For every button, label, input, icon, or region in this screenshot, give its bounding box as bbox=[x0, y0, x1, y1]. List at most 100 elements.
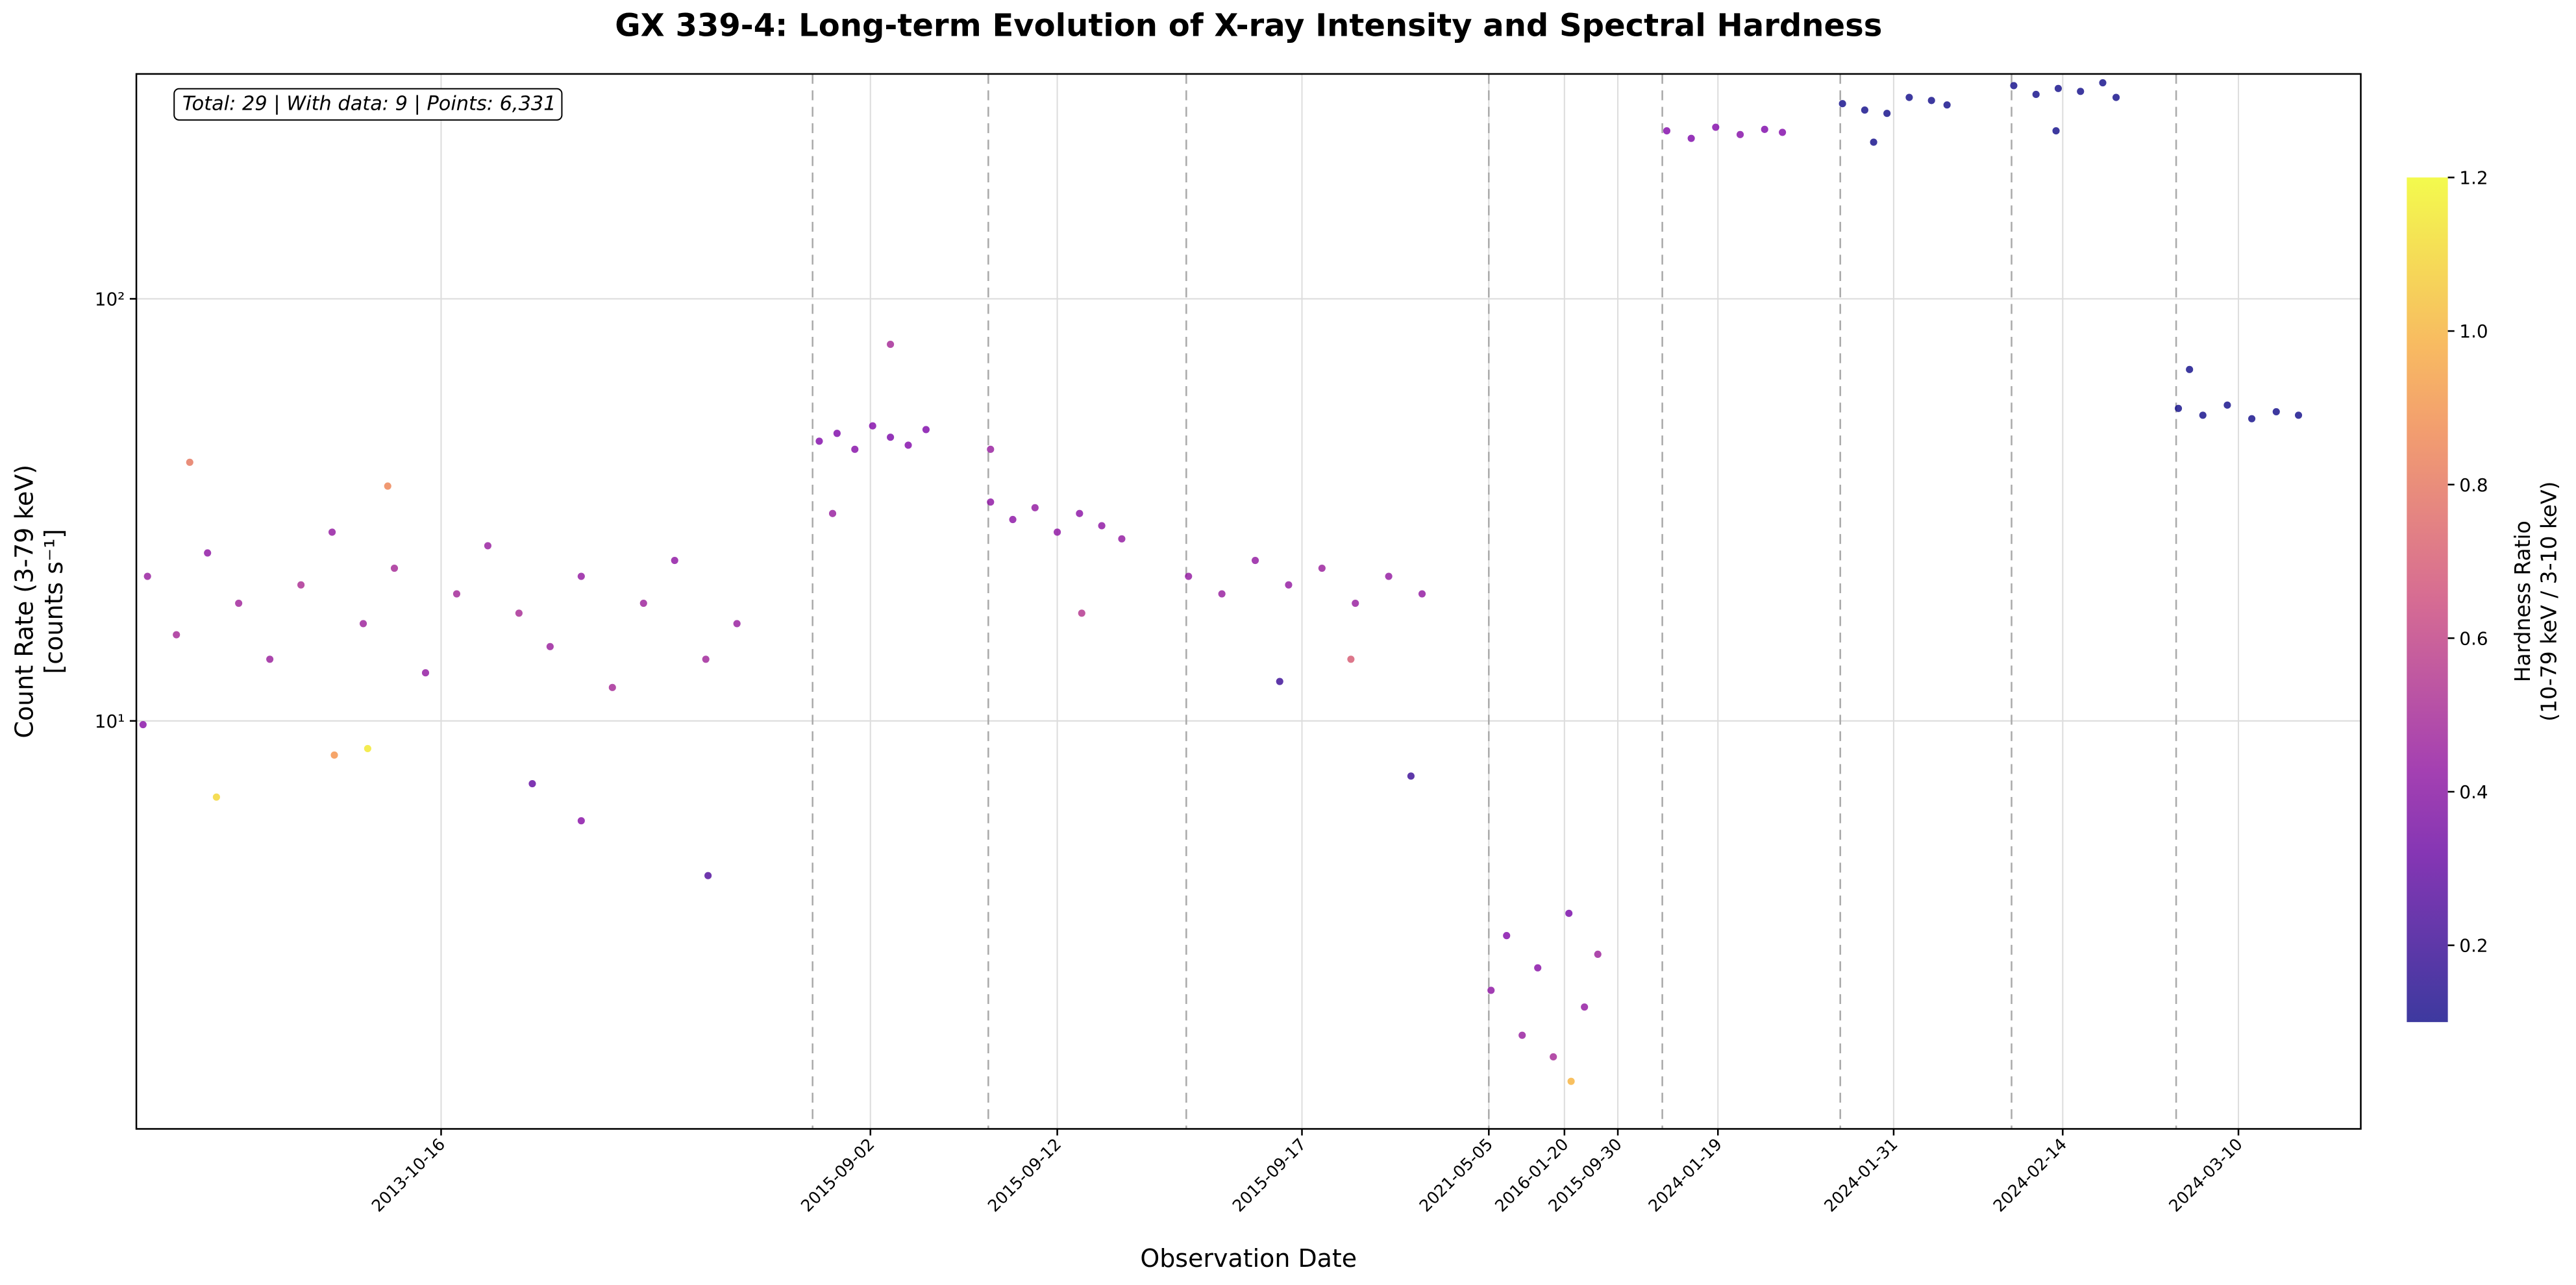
data-point bbox=[671, 556, 678, 565]
data-point bbox=[639, 599, 647, 607]
colorbar-tick-label: 0.4 bbox=[2459, 781, 2488, 803]
data-point bbox=[922, 426, 930, 434]
data-point bbox=[2174, 404, 2183, 412]
data-point bbox=[1118, 535, 1126, 543]
data-point bbox=[2186, 365, 2194, 373]
annotation-box bbox=[173, 88, 563, 121]
data-point bbox=[212, 793, 220, 801]
data-point bbox=[139, 720, 147, 729]
colorbar-label-line: Hardness Ratio bbox=[2510, 520, 2535, 682]
data-point bbox=[1779, 128, 1787, 136]
data-point bbox=[1031, 504, 1039, 511]
data-point bbox=[1839, 100, 1846, 108]
data-point bbox=[2054, 84, 2062, 92]
data-point bbox=[1285, 581, 1293, 589]
colorbar-label-line: (10-79 keV / 3-10 keV) bbox=[2536, 482, 2562, 722]
data-point bbox=[608, 683, 616, 691]
colorbar-tick-label: 0.8 bbox=[2459, 474, 2488, 496]
data-point bbox=[2010, 82, 2018, 90]
colorbar-tick-label: 1.0 bbox=[2459, 321, 2488, 342]
data-point bbox=[1218, 590, 1226, 598]
data-point bbox=[704, 872, 712, 879]
data-point bbox=[2248, 415, 2256, 422]
data-point bbox=[833, 430, 841, 437]
data-point bbox=[364, 744, 371, 752]
data-point bbox=[1487, 986, 1495, 994]
y-axis-label-line: [counts s⁻¹] bbox=[40, 529, 68, 674]
data-point bbox=[1503, 932, 1511, 940]
data-point bbox=[1251, 556, 1259, 565]
data-point bbox=[1870, 138, 1877, 146]
colorbar bbox=[2407, 177, 2448, 1022]
data-point bbox=[828, 509, 837, 517]
y-axis-label-line: Count Rate (3-79 keV) bbox=[10, 465, 39, 739]
data-point bbox=[733, 620, 741, 628]
data-point bbox=[421, 669, 430, 677]
data-point bbox=[904, 441, 912, 449]
annotation: Total: 29 | With data: 9 | Points: 6,331 bbox=[182, 93, 556, 116]
colorbar-label: Hardness Ratio (10-79 keV / 3-10 keV) bbox=[2510, 482, 2561, 722]
colorbar-tick-label: 0.2 bbox=[2459, 935, 2488, 957]
data-point bbox=[1098, 522, 1106, 530]
data-point bbox=[1883, 110, 1891, 117]
data-point bbox=[702, 655, 710, 663]
data-point bbox=[2272, 408, 2280, 416]
data-point bbox=[2052, 127, 2060, 135]
data-point bbox=[1943, 101, 1951, 109]
data-point bbox=[1352, 599, 1359, 607]
data-point bbox=[1687, 134, 1695, 142]
y-tick-label: 10¹ bbox=[95, 711, 125, 732]
data-point bbox=[577, 572, 585, 580]
data-point bbox=[452, 590, 461, 598]
data-point bbox=[869, 422, 876, 430]
data-point bbox=[1905, 93, 1913, 101]
data-point bbox=[1009, 515, 1017, 524]
data-point bbox=[1594, 950, 1602, 958]
data-point bbox=[173, 631, 180, 639]
data-point bbox=[1534, 964, 1542, 972]
data-point bbox=[515, 609, 523, 617]
data-point bbox=[484, 542, 491, 550]
data-point bbox=[1736, 130, 1744, 138]
data-point bbox=[851, 445, 859, 453]
data-point bbox=[1185, 572, 1193, 580]
colorbar-tick-label: 1.2 bbox=[2459, 167, 2488, 189]
data-point bbox=[186, 458, 193, 466]
data-point bbox=[143, 572, 151, 580]
data-point bbox=[2112, 93, 2120, 101]
data-point bbox=[1663, 127, 1671, 135]
chart-title: GX 339-4: Long-term Evolution of X-ray I… bbox=[615, 8, 1882, 44]
y-axis-label: Count Rate (3-79 keV) [counts s⁻¹] bbox=[10, 465, 69, 739]
data-point bbox=[235, 599, 243, 607]
data-point bbox=[1567, 1077, 1575, 1085]
data-point bbox=[815, 437, 823, 445]
data-point bbox=[359, 620, 367, 628]
data-point bbox=[1550, 1053, 1557, 1061]
data-point bbox=[1385, 572, 1393, 580]
data-point bbox=[2294, 411, 2303, 419]
data-point bbox=[1076, 509, 1084, 517]
data-point bbox=[577, 817, 585, 825]
data-point bbox=[1078, 609, 1085, 617]
data-point bbox=[1565, 909, 1573, 917]
data-point bbox=[887, 341, 895, 349]
data-point bbox=[887, 434, 895, 441]
data-point bbox=[1518, 1031, 1526, 1039]
data-point bbox=[546, 642, 554, 650]
data-point bbox=[1347, 655, 1355, 663]
data-point bbox=[2032, 90, 2040, 99]
data-point bbox=[987, 498, 995, 506]
data-point bbox=[1418, 590, 1426, 598]
data-point bbox=[1927, 97, 1935, 104]
x-axis-label: Observation Date bbox=[1140, 1244, 1357, 1273]
data-point bbox=[328, 528, 336, 536]
data-point bbox=[1581, 1003, 1589, 1011]
data-point bbox=[2099, 79, 2107, 87]
data-point bbox=[204, 549, 212, 557]
data-point bbox=[330, 751, 338, 759]
plot-area bbox=[129, 73, 2361, 1136]
data-point bbox=[1054, 528, 1061, 536]
data-point bbox=[1712, 123, 1720, 131]
